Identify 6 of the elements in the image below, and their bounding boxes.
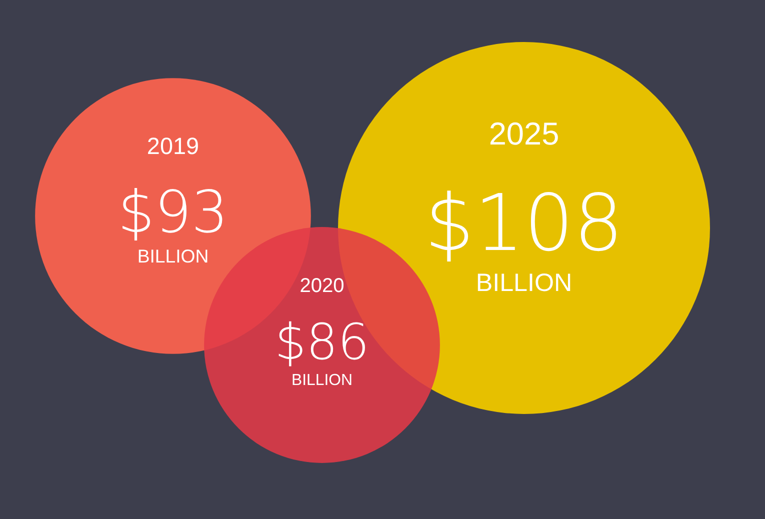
data-label: $86 BILLION [274, 312, 370, 389]
data-label: $108 BILLION [424, 178, 624, 297]
data-label: $93 BILLION [118, 178, 228, 267]
category-label: 2025 [488, 115, 560, 152]
category-label: 2020 [300, 274, 344, 297]
category-label: 2019 [146, 132, 200, 159]
